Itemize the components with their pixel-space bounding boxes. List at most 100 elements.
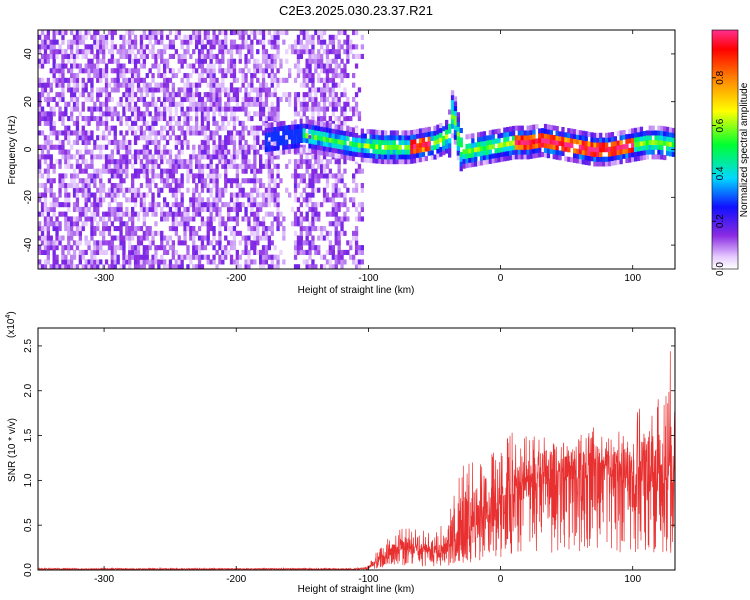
- heatmap-cell: [148, 101, 152, 107]
- heatmap-cell: [61, 34, 65, 40]
- heatmap-cell: [302, 178, 306, 184]
- heatmap-cell: [331, 211, 335, 217]
- heatmap-cell: [192, 149, 196, 155]
- heatmap-cell: [139, 168, 144, 174]
- heatmap-cell: [46, 116, 50, 122]
- heatmap-cell: [72, 106, 77, 112]
- heatmap-cell: [477, 137, 481, 143]
- heatmap-cell: [43, 192, 48, 198]
- heatmap-cell: [131, 173, 135, 179]
- heatmap-cell: [128, 226, 132, 232]
- heatmap-cell: [40, 39, 45, 45]
- heatmap-cell: [398, 159, 402, 165]
- heatmap-cell: [259, 163, 263, 169]
- heatmap-cell: [139, 135, 144, 141]
- heatmap-cell: [293, 133, 298, 139]
- heatmap-cell: [331, 44, 335, 50]
- heatmap-cell: [349, 245, 353, 251]
- heatmap-cell: [599, 156, 603, 162]
- heatmap-cell: [61, 120, 65, 126]
- heatmap-cell: [61, 39, 65, 45]
- heatmap-cell: [264, 159, 269, 165]
- heatmap-cell: [421, 137, 426, 143]
- heatmap-cell: [218, 159, 222, 165]
- heatmap-cell: [590, 156, 594, 162]
- heatmap-cell: [38, 63, 42, 69]
- heatmap-cell: [133, 73, 138, 79]
- heatmap-cell: [232, 159, 237, 165]
- heatmap-cell: [151, 259, 155, 265]
- heatmap-cell: [93, 216, 97, 222]
- heatmap-cell: [430, 155, 434, 161]
- heatmap-cell: [113, 192, 117, 198]
- heatmap-cell: [567, 137, 571, 143]
- heatmap-cell: [378, 134, 382, 140]
- heatmap-cell: [102, 135, 106, 141]
- heatmap-cell: [436, 138, 440, 144]
- heatmap-cell: [384, 139, 388, 145]
- heatmap-cell: [247, 149, 251, 155]
- heatmap-cell: [503, 141, 507, 147]
- heatmap-cell: [133, 149, 138, 155]
- heatmap-cell: [317, 130, 321, 136]
- heatmap-cell: [657, 130, 661, 136]
- heatmap-cell: [195, 111, 199, 117]
- heatmap-cell: [305, 101, 309, 107]
- heatmap-cell: [346, 39, 350, 45]
- heatmap-cell: [360, 142, 364, 148]
- heatmap-cell: [532, 143, 536, 149]
- heatmap-cell: [296, 216, 301, 222]
- heatmap-cell: [186, 87, 190, 93]
- heatmap-cell: [58, 49, 62, 55]
- heatmap-cell: [177, 221, 181, 227]
- heatmap-cell: [340, 216, 344, 222]
- heatmap-cell: [200, 77, 205, 83]
- heatmap-cell: [529, 144, 533, 150]
- y-tick-label: 20: [23, 96, 34, 108]
- heatmap-cell: [125, 187, 129, 193]
- heatmap-cell: [189, 39, 193, 45]
- heatmap-cell: [232, 149, 237, 155]
- heatmap-cell: [160, 168, 164, 174]
- heatmap-cell: [276, 135, 280, 141]
- heatmap-cell: [445, 119, 449, 125]
- heatmap-cell: [84, 240, 88, 246]
- heatmap-cell: [224, 173, 228, 179]
- heatmap-cell: [136, 249, 141, 255]
- heatmap-cell: [331, 128, 335, 134]
- heatmap-cell: [203, 245, 207, 251]
- heatmap-cell: [337, 163, 341, 169]
- heatmap-cell: [241, 163, 245, 169]
- heatmap-cell: [261, 30, 266, 36]
- heatmap-cell: [445, 129, 449, 135]
- heatmap-cell: [660, 149, 664, 155]
- heatmap-cell: [165, 249, 170, 255]
- heatmap-cell: [299, 202, 303, 208]
- heatmap-cell: [305, 249, 309, 255]
- heatmap-cell: [244, 245, 248, 251]
- heatmap-cell: [337, 73, 341, 79]
- heatmap-cell: [645, 130, 649, 136]
- heatmap-cell: [136, 106, 141, 112]
- heatmap-cell: [270, 150, 274, 156]
- heatmap-cell: [183, 87, 187, 93]
- colorbar-tick-label: 0.2: [715, 214, 726, 228]
- heatmap-cell: [325, 249, 330, 255]
- heatmap-cell: [119, 183, 123, 189]
- heatmap-cell: [305, 147, 309, 153]
- heatmap-cell: [52, 254, 56, 260]
- heatmap-cell: [247, 34, 251, 40]
- heatmap-cell: [93, 154, 97, 160]
- heatmap-cell: [517, 125, 521, 131]
- heatmap-cell: [282, 226, 286, 232]
- heatmap-cell: [151, 92, 155, 98]
- heatmap-cell: [52, 120, 56, 126]
- heatmap-cell: [337, 192, 341, 198]
- heatmap-cell: [67, 39, 71, 45]
- heatmap-cell: [267, 87, 271, 93]
- heatmap-cell: [84, 116, 88, 122]
- heatmap-cell: [378, 149, 382, 155]
- heatmap-cell: [322, 122, 327, 128]
- heatmap-cell: [102, 168, 106, 174]
- heatmap-cell: [197, 202, 202, 208]
